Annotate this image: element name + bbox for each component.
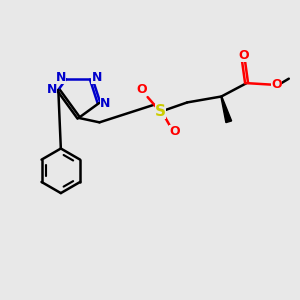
Text: O: O xyxy=(169,125,180,138)
Text: S: S xyxy=(155,104,166,119)
Text: O: O xyxy=(238,49,249,62)
Text: O: O xyxy=(136,83,147,97)
Text: N: N xyxy=(100,97,111,110)
Text: O: O xyxy=(271,78,282,91)
Text: N: N xyxy=(46,83,57,96)
Polygon shape xyxy=(221,96,232,123)
Text: N: N xyxy=(92,71,102,85)
Text: N: N xyxy=(56,71,66,85)
